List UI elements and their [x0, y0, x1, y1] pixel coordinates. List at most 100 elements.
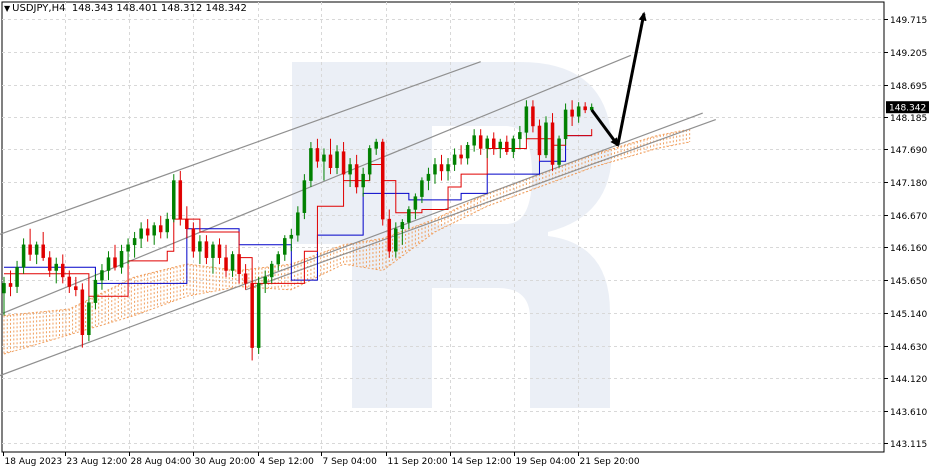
- candle: [269, 260, 274, 284]
- candle: [439, 154, 444, 181]
- candle-body: [524, 106, 529, 133]
- y-tick-label: 149.715: [890, 16, 927, 26]
- forecast-arrows: [590, 11, 647, 147]
- candle-body: [276, 254, 281, 265]
- x-tick-label: 30 Aug 20:00: [195, 457, 256, 467]
- candle: [407, 206, 411, 229]
- candle: [354, 154, 359, 194]
- y-tick-label: 145.140: [890, 310, 927, 320]
- candle: [361, 167, 365, 197]
- candle-body: [93, 279, 98, 303]
- candle-body: [335, 151, 339, 168]
- candle: [367, 145, 372, 181]
- candle-body: [100, 270, 104, 281]
- candle: [243, 264, 248, 290]
- y-tick-label: 148.695: [890, 82, 927, 92]
- x-tick-label: 14 Sep 12:00: [452, 457, 512, 467]
- candle-body: [354, 164, 359, 188]
- candle: [61, 254, 65, 284]
- ohlc-high: 148.401: [116, 3, 158, 14]
- candle-body: [485, 138, 489, 149]
- symbol-label: USDJPY,H4: [12, 3, 66, 14]
- y-tick-label: 143.610: [890, 408, 927, 418]
- price-axis[interactable]: 149.715 149.205 148.695 148.185 147.690 147.1…: [884, 16, 927, 450]
- candle-body: [446, 164, 450, 172]
- candle: [570, 100, 574, 126]
- candle-body: [126, 244, 130, 252]
- candle-body: [544, 122, 548, 156]
- candle: [505, 135, 509, 155]
- candle: [198, 235, 202, 265]
- candle: [211, 241, 215, 274]
- candle-body: [296, 212, 300, 236]
- candle: [341, 142, 346, 181]
- candle-body: [413, 196, 418, 210]
- forecast-arrow: [616, 11, 647, 146]
- candle: [185, 206, 189, 239]
- candle: [322, 148, 326, 181]
- candle: [537, 119, 542, 162]
- candle-body: [211, 244, 215, 258]
- candle: [263, 270, 267, 293]
- candle-body: [302, 180, 307, 213]
- candle-body: [28, 244, 32, 255]
- y-tick-label: 149.205: [890, 49, 927, 59]
- candle-body: [459, 154, 463, 159]
- y-tick-label: 146.160: [890, 244, 927, 254]
- kijun-sen-line: [4, 135, 592, 284]
- candle: [34, 241, 39, 265]
- candle-body: [15, 267, 19, 287]
- y-tick-label: 147.180: [890, 179, 927, 189]
- candle-body: [87, 302, 91, 336]
- candle-body: [172, 180, 176, 220]
- candle: [420, 177, 424, 204]
- candle-body: [113, 257, 117, 268]
- candle-body: [518, 132, 522, 140]
- candle: [302, 174, 307, 220]
- candle-body: [269, 263, 274, 278]
- candle-body: [472, 135, 476, 146]
- candle-body: [243, 273, 248, 284]
- y-tick-label: 148.185: [890, 114, 927, 124]
- candle-body: [80, 289, 85, 336]
- candle: [544, 116, 548, 159]
- candle: [531, 100, 535, 133]
- candle: [348, 158, 352, 187]
- candle-body: [158, 225, 163, 233]
- y-tick-label: 143.115: [890, 440, 927, 450]
- candle: [446, 158, 450, 181]
- candle: [478, 129, 483, 155]
- candle-body: [8, 283, 13, 287]
- candle-body: [283, 238, 287, 255]
- candle: [204, 235, 209, 265]
- candle: [433, 158, 437, 184]
- candle-body: [557, 138, 561, 165]
- trend-channel-lines: [0, 54, 716, 377]
- candle: [15, 260, 19, 293]
- candle: [2, 276, 6, 316]
- candle: [557, 135, 561, 168]
- candle: [8, 270, 13, 297]
- candle: [472, 129, 476, 152]
- candle-body: [361, 173, 365, 188]
- candle-body: [380, 141, 385, 220]
- candle-body: [570, 109, 574, 117]
- candle: [492, 132, 496, 155]
- candle-body: [230, 254, 235, 271]
- time-axis[interactable]: 18 Aug 2023 23 Aug 12:00 28 Aug 04:00 30 Au…: [3, 452, 640, 467]
- candle-body: [341, 151, 346, 175]
- candle: [309, 142, 313, 187]
- candle-body: [204, 241, 209, 258]
- candle-body: [328, 154, 333, 168]
- candle: [511, 135, 516, 159]
- dropdown-triangle-icon[interactable]: ▼: [4, 4, 11, 13]
- candle: [139, 222, 143, 249]
- candle-body: [394, 228, 398, 252]
- candle-body: [34, 244, 39, 255]
- candle-body: [224, 257, 228, 271]
- candle-body: [400, 222, 405, 230]
- candle: [387, 209, 392, 258]
- candle-body: [47, 257, 52, 271]
- candle-body: [74, 286, 78, 291]
